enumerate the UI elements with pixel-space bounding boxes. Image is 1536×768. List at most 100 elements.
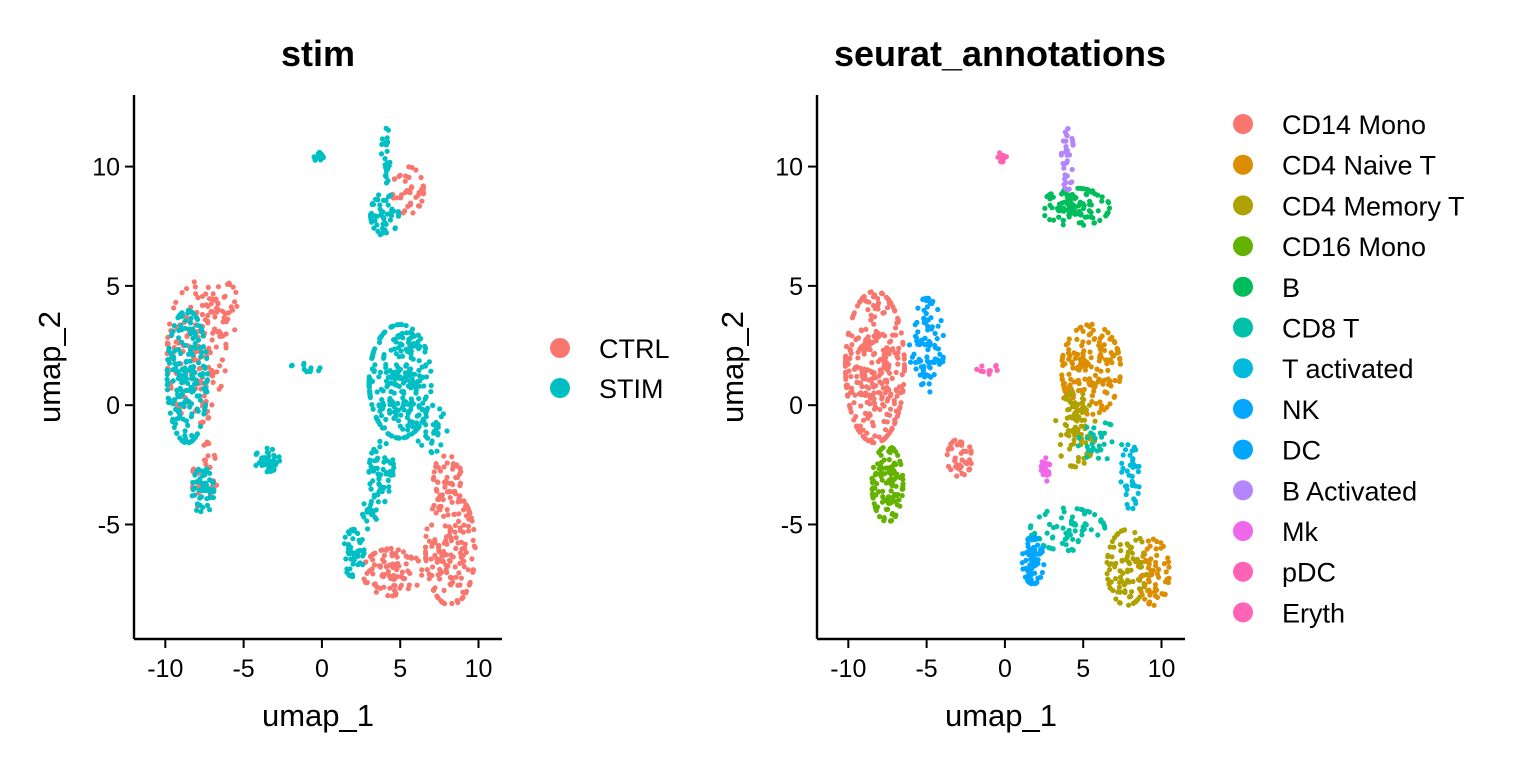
data-point (433, 464, 439, 470)
data-point (456, 511, 462, 517)
data-point (878, 446, 884, 452)
data-point (202, 380, 208, 386)
data-point (1147, 599, 1153, 605)
data-point (402, 370, 408, 376)
data-point (1063, 138, 1069, 144)
data-point (1104, 571, 1110, 577)
data-point (1063, 530, 1069, 536)
data-point (173, 299, 179, 305)
data-point (194, 316, 201, 323)
data-point (1107, 401, 1113, 407)
data-point (377, 335, 383, 341)
data-point (402, 208, 408, 214)
y-tick-label: 0 (106, 392, 120, 420)
data-point (222, 368, 228, 374)
data-point (170, 328, 176, 335)
data-point (457, 525, 463, 531)
data-point (854, 379, 860, 385)
data-point (1023, 565, 1029, 571)
data-point (204, 439, 210, 445)
data-point (1117, 600, 1123, 606)
data-point (1144, 571, 1150, 578)
data-point (877, 390, 883, 396)
data-point (377, 585, 383, 591)
data-point (234, 303, 240, 309)
data-point (346, 551, 352, 557)
data-point (372, 458, 378, 464)
data-point (858, 327, 864, 333)
data-point (471, 526, 477, 533)
data-point (470, 567, 476, 573)
data-point (880, 494, 886, 500)
data-point (221, 294, 227, 300)
data-point (182, 325, 188, 331)
data-point (415, 332, 421, 338)
data-point (384, 160, 390, 166)
data-point (877, 514, 883, 520)
data-point (369, 355, 375, 361)
data-point (449, 454, 455, 460)
data-point (379, 547, 385, 553)
data-point (1118, 548, 1124, 554)
data-point (381, 559, 387, 565)
data-point (854, 373, 860, 380)
data-point (395, 333, 401, 339)
data-point (214, 369, 220, 375)
data-point (843, 374, 849, 380)
data-point (1066, 186, 1072, 192)
data-point (223, 341, 229, 347)
data-point (265, 450, 271, 456)
data-point (1107, 336, 1113, 342)
data-point (188, 331, 194, 337)
data-point (1031, 544, 1037, 550)
data-point (190, 487, 196, 493)
data-point (461, 564, 467, 570)
data-point (1071, 350, 1077, 356)
data-point (900, 341, 906, 347)
data-point (1088, 202, 1094, 208)
data-point (165, 357, 171, 363)
legend-swatch (1233, 317, 1253, 338)
data-point (403, 362, 410, 368)
data-point (377, 421, 383, 428)
data-point (223, 319, 229, 325)
data-point (940, 332, 946, 339)
data-point (869, 475, 875, 481)
data-point (433, 510, 439, 516)
data-point (376, 402, 382, 408)
data-point (863, 392, 869, 398)
data-point (205, 453, 211, 459)
data-point (1084, 191, 1090, 198)
legend-label: Mk (1282, 517, 1318, 547)
data-point (1117, 374, 1123, 380)
data-point (380, 572, 386, 578)
data-point (194, 431, 200, 437)
data-point (419, 198, 425, 204)
data-point (179, 437, 185, 443)
data-point (207, 470, 213, 476)
legend-swatch (1233, 276, 1253, 297)
data-point (1161, 561, 1168, 567)
data-point (408, 348, 414, 354)
data-point (447, 528, 453, 534)
data-point (215, 329, 221, 335)
data-point (375, 197, 381, 203)
data-point (419, 572, 425, 578)
data-point (228, 304, 234, 310)
data-point (461, 498, 467, 504)
data-point (1025, 537, 1031, 543)
data-point (1041, 562, 1047, 568)
data-point (1081, 222, 1087, 228)
data-point (430, 402, 436, 408)
data-point (401, 388, 407, 395)
data-point (450, 466, 456, 472)
data-point (189, 309, 195, 315)
axis-ticks: -10 -5 0 5 10 -5 0 5 10 (775, 154, 1175, 683)
data-point (448, 538, 454, 544)
data-point (929, 324, 935, 330)
data-point (179, 339, 185, 345)
data-point (1152, 582, 1159, 588)
data-point (994, 367, 1000, 373)
data-point (469, 556, 475, 562)
data-point (456, 471, 463, 477)
